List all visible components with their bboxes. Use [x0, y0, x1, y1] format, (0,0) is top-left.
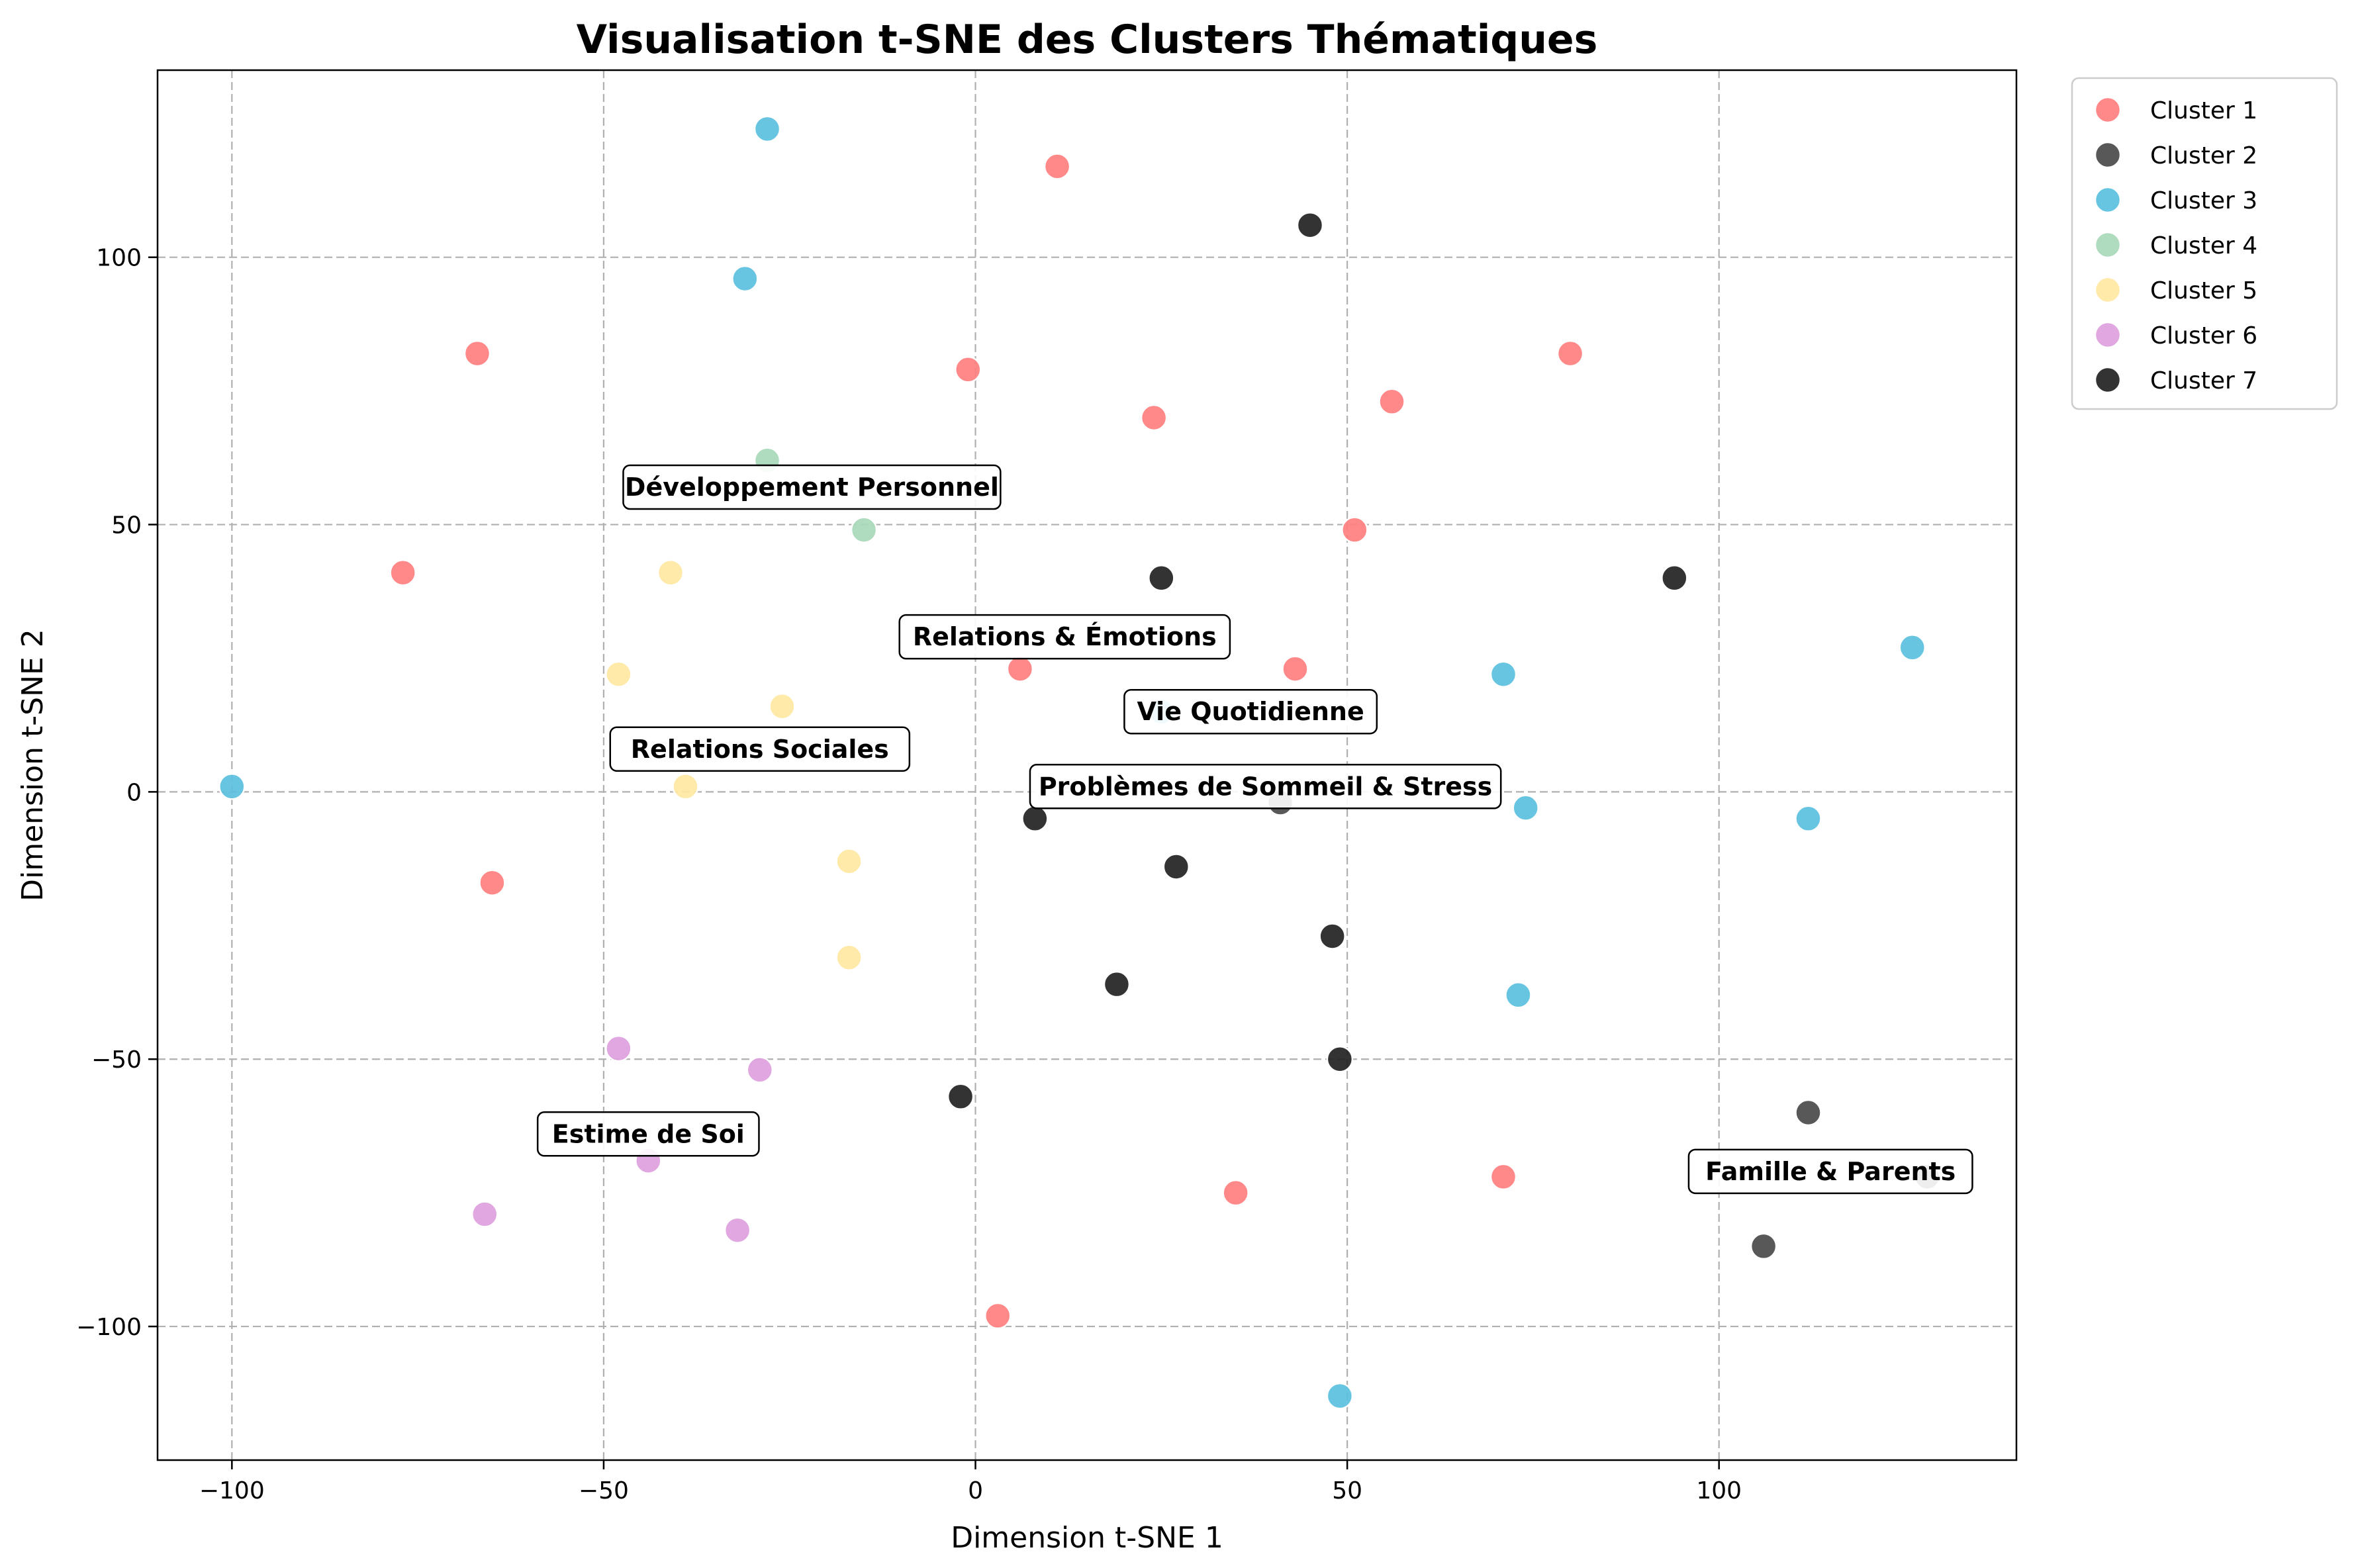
chart-title: Visualisation t-SNE des Clusters Thémati… — [577, 17, 1598, 63]
data-point-cluster-5 — [672, 773, 699, 800]
data-point-cluster-1 — [479, 869, 506, 896]
data-point-cluster-7 — [947, 1083, 974, 1111]
data-point-cluster-5 — [605, 661, 632, 688]
data-point-cluster-2 — [1750, 1232, 1777, 1260]
x-tick-label: 50 — [1332, 1477, 1362, 1504]
data-point-cluster-2 — [1795, 1099, 1822, 1127]
data-point-cluster-1 — [1282, 655, 1309, 682]
data-point-cluster-7 — [1296, 211, 1324, 239]
data-point-cluster-7 — [1326, 1045, 1354, 1073]
annotation-box — [1123, 688, 1378, 735]
y-tick-label: −50 — [91, 1046, 142, 1074]
annotation-label: Développement Personnel — [625, 473, 999, 502]
data-point-cluster-1 — [389, 559, 416, 586]
annotation-label: Relations & Émotions — [913, 622, 1217, 651]
legend-label-cluster-4: Cluster 4 — [2150, 232, 2257, 259]
data-point-cluster-7 — [1148, 565, 1175, 592]
legend-label-cluster-1: Cluster 1 — [2150, 97, 2257, 124]
data-point-cluster-1 — [1043, 153, 1071, 180]
data-point-cluster-6 — [605, 1035, 632, 1062]
data-point-cluster-7 — [1021, 805, 1049, 833]
data-point-cluster-1 — [1341, 516, 1368, 543]
data-point-cluster-1 — [1378, 388, 1405, 416]
data-point-cluster-6 — [471, 1201, 498, 1228]
data-point-cluster-1 — [1556, 340, 1584, 367]
legend-marker-cluster-7 — [2094, 366, 2122, 394]
data-point-cluster-7 — [1103, 970, 1131, 998]
data-point-cluster-1 — [1222, 1179, 1249, 1207]
data-point-cluster-3 — [1489, 661, 1517, 688]
legend-marker-cluster-4 — [2094, 231, 2122, 259]
legend-marker-cluster-5 — [2094, 276, 2122, 304]
legend-marker-cluster-1 — [2094, 96, 2122, 124]
data-point-cluster-3 — [1512, 794, 1539, 821]
data-point-cluster-3 — [1326, 1382, 1354, 1410]
data-point-cluster-1 — [1006, 655, 1034, 682]
annotation-label: Vie Quotidienne — [1137, 697, 1364, 726]
annotation-label: Famille & Parents — [1705, 1157, 1956, 1186]
data-point-cluster-3 — [753, 115, 781, 143]
legend-label-cluster-2: Cluster 2 — [2150, 142, 2257, 169]
data-point-cluster-1 — [1489, 1163, 1517, 1191]
data-point-cluster-5 — [657, 559, 684, 586]
data-point-cluster-4 — [850, 516, 878, 543]
legend-label-cluster-7: Cluster 7 — [2150, 367, 2257, 394]
data-point-cluster-3 — [218, 773, 246, 800]
data-point-cluster-3 — [732, 265, 759, 293]
data-point-cluster-6 — [746, 1056, 774, 1084]
annotation-box — [536, 1111, 760, 1157]
annotation-box — [898, 614, 1231, 660]
annotation-box — [622, 464, 1002, 510]
y-axis-label: Dimension t-SNE 2 — [16, 629, 50, 901]
annotation-box — [1029, 764, 1502, 809]
x-tick-label: 0 — [968, 1477, 983, 1504]
legend-marker-cluster-3 — [2094, 186, 2122, 214]
annotation-label: Problèmes de Sommeil & Stress — [1039, 772, 1492, 801]
data-point-cluster-6 — [724, 1217, 751, 1244]
y-tick-label: 0 — [126, 779, 142, 806]
y-tick-label: 50 — [111, 512, 142, 539]
x-tick-label: −100 — [199, 1477, 265, 1504]
y-tick-label: −100 — [76, 1314, 142, 1341]
legend-marker-cluster-6 — [2094, 321, 2122, 349]
data-point-cluster-5 — [835, 944, 863, 972]
data-point-cluster-3 — [1795, 805, 1822, 833]
annotation-label: Estime de Soi — [552, 1119, 745, 1148]
data-point-cluster-1 — [463, 340, 491, 367]
data-point-cluster-1 — [984, 1302, 1012, 1330]
data-point-cluster-5 — [769, 692, 796, 720]
data-point-cluster-5 — [835, 848, 863, 875]
annotation-box — [1687, 1148, 1973, 1195]
legend-label-cluster-5: Cluster 5 — [2150, 277, 2257, 304]
data-point-cluster-1 — [1140, 404, 1168, 432]
data-point-cluster-7 — [1162, 853, 1190, 880]
annotation-label: Relations Sociales — [631, 735, 889, 764]
data-point-cluster-1 — [955, 356, 982, 383]
data-point-cluster-3 — [1505, 982, 1532, 1009]
data-point-cluster-3 — [1899, 634, 1926, 661]
legend-label-cluster-3: Cluster 3 — [2150, 187, 2257, 214]
legend-marker-cluster-2 — [2094, 141, 2122, 169]
legend-label-cluster-6: Cluster 6 — [2150, 322, 2257, 349]
annotation-box — [609, 726, 911, 772]
y-tick-label: 100 — [96, 245, 142, 272]
legend-box — [2071, 77, 2338, 410]
plot-frame — [156, 69, 2018, 1461]
x-axis-label: Dimension t-SNE 1 — [951, 1521, 1223, 1555]
data-point-cluster-7 — [1661, 565, 1688, 592]
x-tick-label: 100 — [1696, 1477, 1742, 1504]
x-tick-label: −50 — [579, 1477, 629, 1504]
data-point-cluster-7 — [1319, 923, 1346, 950]
